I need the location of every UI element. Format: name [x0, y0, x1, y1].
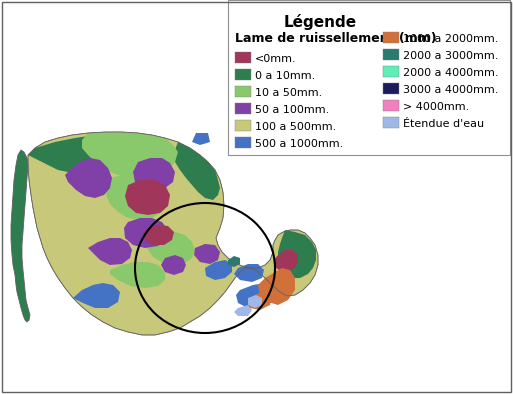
Polygon shape — [11, 150, 30, 322]
FancyBboxPatch shape — [383, 32, 399, 43]
Polygon shape — [236, 283, 276, 308]
Polygon shape — [274, 250, 298, 272]
Text: 2000 a 3000mm.: 2000 a 3000mm. — [403, 50, 498, 61]
Polygon shape — [133, 158, 175, 190]
Polygon shape — [88, 238, 132, 265]
Text: Lame de ruissellement (mm): Lame de ruissellement (mm) — [235, 32, 437, 45]
Polygon shape — [28, 135, 108, 172]
Polygon shape — [248, 290, 272, 310]
Polygon shape — [278, 230, 316, 278]
FancyBboxPatch shape — [383, 117, 399, 128]
Polygon shape — [248, 295, 262, 308]
Text: 3000 a 4000mm.: 3000 a 4000mm. — [403, 84, 498, 95]
FancyBboxPatch shape — [383, 100, 399, 111]
Polygon shape — [234, 264, 264, 282]
FancyBboxPatch shape — [235, 120, 251, 131]
Text: > 4000mm.: > 4000mm. — [403, 102, 469, 112]
Text: 2000 a 4000mm.: 2000 a 4000mm. — [403, 67, 499, 78]
Polygon shape — [110, 262, 165, 288]
Text: 50 a 100mm.: 50 a 100mm. — [255, 104, 329, 115]
Polygon shape — [234, 305, 252, 316]
FancyBboxPatch shape — [383, 66, 399, 77]
FancyBboxPatch shape — [383, 49, 399, 60]
Polygon shape — [65, 158, 112, 198]
Polygon shape — [146, 232, 195, 265]
Polygon shape — [73, 283, 120, 308]
Polygon shape — [161, 255, 186, 275]
Text: <0mm.: <0mm. — [255, 54, 297, 63]
Polygon shape — [192, 133, 210, 145]
Polygon shape — [228, 256, 240, 267]
Text: 1000 a 2000mm.: 1000 a 2000mm. — [403, 33, 498, 43]
Text: Légende: Légende — [284, 14, 357, 30]
Polygon shape — [194, 244, 220, 264]
FancyBboxPatch shape — [235, 86, 251, 97]
Polygon shape — [124, 218, 168, 248]
Polygon shape — [173, 142, 220, 200]
FancyBboxPatch shape — [235, 103, 251, 114]
Polygon shape — [258, 268, 295, 305]
FancyBboxPatch shape — [235, 52, 251, 63]
Polygon shape — [143, 225, 174, 245]
Text: 500 a 1000mm.: 500 a 1000mm. — [255, 139, 343, 149]
Text: 0 a 10mm.: 0 a 10mm. — [255, 71, 315, 80]
Polygon shape — [28, 132, 318, 335]
Polygon shape — [82, 132, 178, 178]
Text: 100 a 500mm.: 100 a 500mm. — [255, 121, 336, 132]
FancyBboxPatch shape — [235, 137, 251, 148]
Polygon shape — [205, 260, 232, 280]
Polygon shape — [106, 175, 170, 220]
FancyBboxPatch shape — [228, 0, 510, 155]
Text: Étendue d'eau: Étendue d'eau — [403, 119, 484, 128]
Text: 10 a 50mm.: 10 a 50mm. — [255, 87, 322, 97]
FancyBboxPatch shape — [235, 69, 251, 80]
FancyBboxPatch shape — [383, 83, 399, 94]
Polygon shape — [125, 180, 170, 215]
